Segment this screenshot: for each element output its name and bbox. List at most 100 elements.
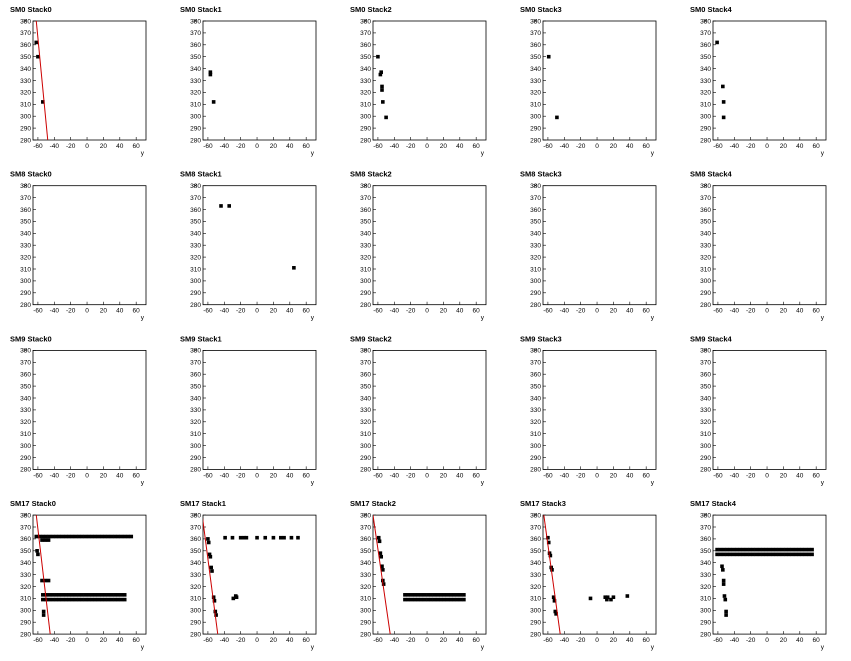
x-tick-label: -40	[220, 143, 230, 150]
panel: SM0 Stack3 280 290 300 310 320 330 340 350 360 370…	[520, 5, 657, 157]
y-tick-label: 380	[190, 18, 201, 25]
y-tick-label: 330	[530, 407, 541, 414]
y-tick-label: 330	[700, 78, 711, 85]
marker	[442, 597, 447, 602]
y-tick-label: 310	[530, 431, 541, 438]
marker	[725, 552, 729, 557]
marker	[553, 609, 558, 614]
marker	[46, 538, 51, 542]
y-tick-label: 320	[360, 584, 371, 591]
y-tick-label: 350	[530, 383, 541, 390]
x-tick-label: -40	[50, 143, 60, 150]
x-tick-label: 20	[780, 143, 788, 150]
marker	[555, 115, 559, 120]
x-tick-label: -20	[576, 308, 586, 315]
y-tick-label: 330	[530, 243, 541, 250]
marker	[99, 593, 104, 597]
x-tick-label: -40	[730, 143, 740, 150]
y-axis-label: x	[362, 512, 369, 516]
marker	[93, 534, 98, 539]
y-tick-label: 320	[360, 419, 371, 426]
y-tick-label: 380	[20, 18, 31, 25]
panel-title: SM0 Stack4	[690, 5, 733, 14]
y-tick-label: 320	[700, 584, 711, 591]
x-tick-label: -20	[66, 143, 76, 150]
marker	[83, 593, 88, 597]
marker	[787, 552, 791, 557]
marker	[790, 547, 795, 552]
y-tick-label: 350	[530, 54, 541, 61]
marker	[721, 547, 726, 552]
marker	[380, 564, 384, 569]
marker	[609, 597, 613, 602]
y-tick-label: 360	[700, 536, 711, 543]
marker	[80, 597, 84, 602]
x-tick-label: -20	[576, 637, 586, 644]
y-tick-label: 350	[700, 383, 711, 390]
x-tick-label: -20	[576, 143, 586, 150]
frame	[372, 185, 487, 306]
x-tick-label: 0	[765, 143, 769, 150]
x-tick-label: 20	[270, 472, 278, 479]
x-tick-label: -60	[543, 637, 553, 644]
frame	[712, 20, 827, 141]
frame	[202, 20, 317, 141]
marker	[546, 54, 551, 59]
marker	[724, 613, 728, 617]
y-tick-label: 370	[20, 195, 31, 202]
y-tick-label: 280	[700, 631, 711, 638]
panel: SM8 Stack2 280 290 300 310 320 330 340 350 360 370…	[350, 170, 487, 322]
y-tick-label: 370	[530, 524, 541, 531]
y-axis-label: x	[532, 348, 539, 352]
y-tick-label: 340	[190, 395, 201, 402]
marker	[103, 597, 107, 602]
x-tick-label: 40	[286, 472, 294, 479]
marker	[409, 597, 414, 602]
y-tick-label: 320	[190, 419, 201, 426]
fit-line	[543, 515, 561, 635]
y-tick-label: 370	[20, 360, 31, 367]
marker	[289, 535, 294, 540]
marker	[109, 534, 114, 539]
y-tick-label: 350	[700, 54, 711, 61]
marker	[381, 100, 385, 104]
marker	[419, 593, 424, 597]
y-tick-label: 290	[190, 455, 201, 462]
x-tick-label: 60	[813, 472, 821, 479]
x-axis-label: y	[481, 479, 485, 486]
y-tick-label: 350	[190, 383, 201, 390]
marker	[50, 597, 55, 602]
y-tick-label: 340	[530, 560, 541, 567]
x-tick-label: 40	[116, 308, 124, 315]
y-tick-label: 310	[190, 596, 201, 603]
marker	[625, 594, 630, 598]
y-tick-label: 380	[190, 183, 201, 190]
x-tick-label: 40	[626, 143, 634, 150]
marker	[774, 547, 778, 552]
y-tick-label: 360	[20, 372, 31, 379]
marker	[129, 534, 134, 539]
marker	[126, 534, 130, 539]
y-axis-label: x	[702, 18, 709, 22]
y-tick-label: 300	[190, 114, 201, 121]
y-tick-label: 280	[20, 137, 31, 144]
marker	[784, 552, 788, 557]
x-tick-label: 0	[425, 308, 429, 315]
marker	[725, 547, 729, 552]
x-tick-label: 0	[765, 472, 769, 479]
y-tick-label: 360	[20, 42, 31, 49]
x-tick-label: -20	[66, 472, 76, 479]
x-axis-label: y	[821, 644, 825, 651]
y-tick-label: 360	[190, 536, 201, 543]
y-tick-label: 340	[20, 66, 31, 73]
panel: SM0 Stack2 280 290 300 310 320 330 340 350 360 370…	[350, 5, 487, 157]
marker	[60, 593, 65, 597]
panel-title: SM17 Stack4	[690, 499, 737, 508]
marker	[36, 552, 40, 557]
panel: SM8 Stack0 280 290 300 310 320 330 340 350 360 370…	[10, 170, 147, 322]
marker	[77, 597, 81, 602]
marker	[122, 534, 127, 539]
marker	[41, 597, 45, 602]
marker	[611, 595, 616, 600]
marker	[278, 535, 283, 540]
